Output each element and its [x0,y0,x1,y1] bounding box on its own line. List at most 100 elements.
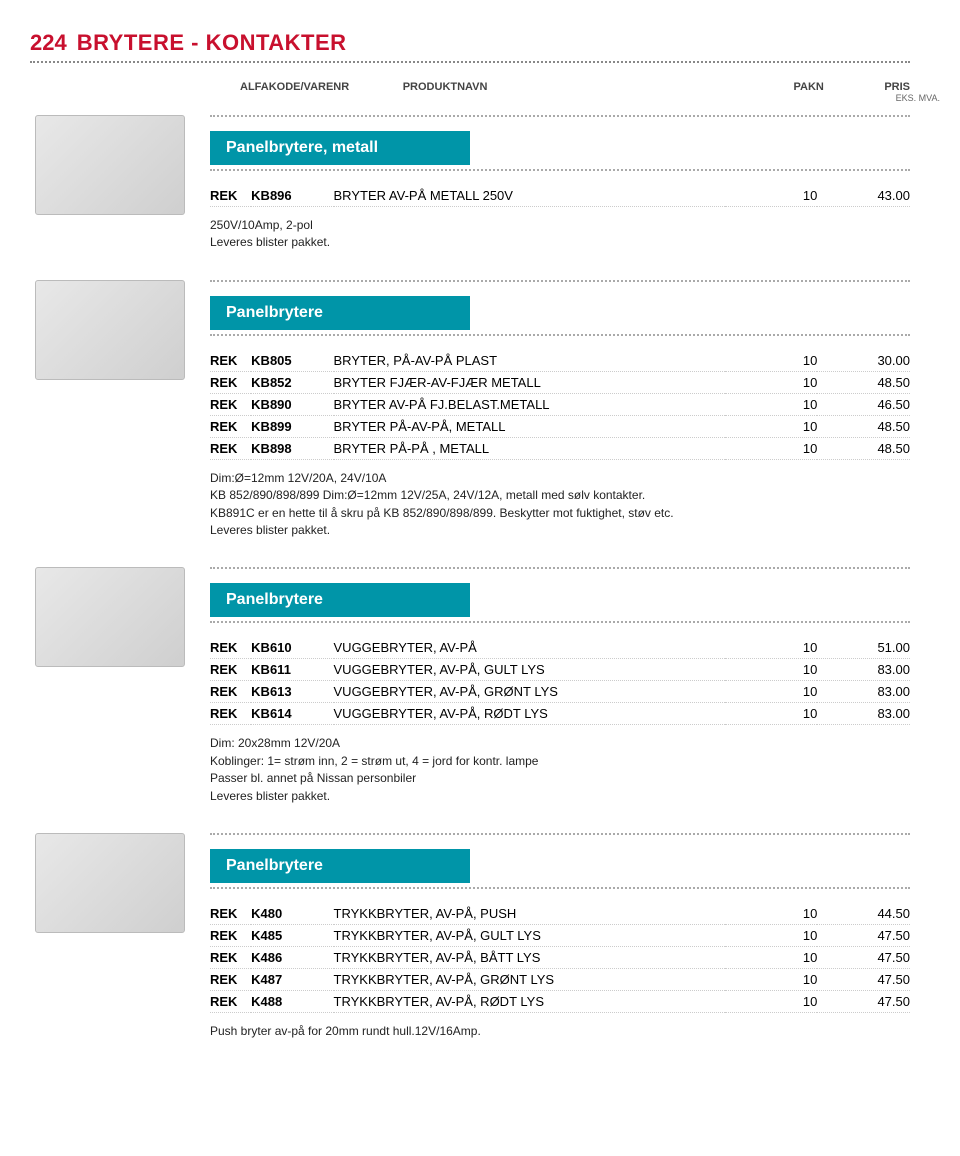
section: PanelbrytereREKKB805BRYTER, PÅ-AV-PÅ PLA… [30,280,910,540]
table-row: REKKB899BRYTER PÅ-AV-PÅ, METALL1048.50 [210,415,910,437]
thumbnail-placeholder [35,280,185,380]
cell-rek: REK [210,681,251,703]
table-row: REKKB890BRYTER AV-PÅ FJ.BELAST.METALL104… [210,393,910,415]
cell-code: KB610 [251,637,333,659]
cell-pakn: 10 [725,924,818,946]
section-content: Panelbrytere REKK480TRYKKBRYTER, AV-PÅ, P… [210,833,910,1040]
cell-code: KB896 [251,185,333,207]
table-row: REKK480TRYKKBRYTER, AV-PÅ, PUSH1044.50 [210,903,910,925]
table-row: REKK486TRYKKBRYTER, AV-PÅ, BÅTT LYS1047.… [210,946,910,968]
cell-pakn: 10 [725,415,818,437]
cell-pris: 47.50 [817,968,910,990]
page-number: 224 [30,30,67,56]
header-dotline [30,61,910,63]
section-description: Dim: 20x28mm 12V/20A Koblinger: 1= strøm… [210,735,910,805]
cell-rek: REK [210,415,251,437]
cell-desc: VUGGEBRYTER, AV-PÅ, GULT LYS [334,659,725,681]
cell-rek: REK [210,371,251,393]
cell-code: KB611 [251,659,333,681]
cell-pakn: 10 [725,350,818,372]
cell-desc: BRYTER FJÆR-AV-FJÆR METALL [334,371,725,393]
cell-code: KB613 [251,681,333,703]
cell-rek: REK [210,637,251,659]
product-table: REKKB805BRYTER, PÅ-AV-PÅ PLAST1030.00REK… [210,350,910,460]
table-row: REKKB898BRYTER PÅ-PÅ , METALL1048.50 [210,437,910,459]
cell-code: KB614 [251,703,333,725]
section-band: Panelbrytere, metall [210,131,470,165]
section-band: Panelbrytere [210,849,470,883]
cell-pakn: 10 [725,990,818,1012]
section-content: PanelbrytereREKKB805BRYTER, PÅ-AV-PÅ PLA… [210,280,910,540]
cell-rek: REK [210,393,251,415]
col-pris: PRIS [824,81,910,93]
product-thumbnail [30,567,210,805]
table-row: REKKB610VUGGEBRYTER, AV-PÅ1051.00 [210,637,910,659]
section: PanelbrytereREKKB610VUGGEBRYTER, AV-PÅ10… [30,567,910,805]
cell-rek: REK [210,903,251,925]
cell-pris: 83.00 [817,681,910,703]
section-description: Push bryter av-på for 20mm rundt hull.12… [210,1023,910,1040]
cell-pris: 46.50 [817,393,910,415]
cell-desc: BRYTER PÅ-AV-PÅ, METALL [334,415,725,437]
section-content: Panelbrytere, metallREKKB896BRYTER AV-PÅ… [210,115,910,252]
cell-desc: VUGGEBRYTER, AV-PÅ, GRØNT LYS [334,681,725,703]
table-row: REKK485TRYKKBRYTER, AV-PÅ, GULT LYS1047.… [210,924,910,946]
cell-code: K488 [251,990,333,1012]
cell-pakn: 10 [725,946,818,968]
dotline [210,567,910,569]
cell-rek: REK [210,659,251,681]
cell-pakn: 10 [725,968,818,990]
cell-code: KB852 [251,371,333,393]
table-row: REKKB614VUGGEBRYTER, AV-PÅ, RØDT LYS1083… [210,703,910,725]
cell-pris: 30.00 [817,350,910,372]
table-row: REKKB852BRYTER FJÆR-AV-FJÆR METALL1048.5… [210,371,910,393]
cell-pakn: 10 [725,393,818,415]
dotline [210,621,910,623]
dotline [210,169,910,171]
cell-rek: REK [210,990,251,1012]
table-row: REKKB611VUGGEBRYTER, AV-PÅ, GULT LYS1083… [210,659,910,681]
cell-desc: BRYTER AV-PÅ METALL 250V [334,185,725,207]
cell-code: K487 [251,968,333,990]
section-content: PanelbrytereREKKB610VUGGEBRYTER, AV-PÅ10… [210,567,910,805]
cell-pris: 44.50 [817,903,910,925]
cell-code: KB890 [251,393,333,415]
cell-pakn: 10 [725,437,818,459]
cell-rek: REK [210,350,251,372]
cell-pakn: 10 [725,185,818,207]
cell-code: K485 [251,924,333,946]
page-title: BRYTERE - KONTAKTER [77,30,347,56]
product-thumbnail [30,115,210,252]
column-headers: ALFAKODE/VARENR PRODUKTNAVN PAKN PRIS [240,81,910,93]
cell-pris: 47.50 [817,946,910,968]
cell-pris: 48.50 [817,437,910,459]
dotline [210,833,910,835]
cell-code: K480 [251,903,333,925]
cell-desc: BRYTER PÅ-PÅ , METALL [334,437,725,459]
cell-rek: REK [210,968,251,990]
table-row: REKKB805BRYTER, PÅ-AV-PÅ PLAST1030.00 [210,350,910,372]
cell-code: KB805 [251,350,333,372]
cell-code: K486 [251,946,333,968]
cell-desc: VUGGEBRYTER, AV-PÅ [334,637,725,659]
col-prod: PRODUKTNAVN [403,81,719,93]
dotline [210,115,910,117]
cell-rek: REK [210,703,251,725]
cell-desc: TRYKKBRYTER, AV-PÅ, GULT LYS [334,924,725,946]
col-alfa: ALFAKODE/VARENR [240,81,403,93]
section-description: Dim:Ø=12mm 12V/20A, 24V/10A KB 852/890/8… [210,470,910,540]
cell-pris: 47.50 [817,990,910,1012]
page-header: 224 BRYTERE - KONTAKTER [30,30,910,56]
table-row: REKK488TRYKKBRYTER, AV-PÅ, RØDT LYS1047.… [210,990,910,1012]
pris-note: EKS. MVA. [240,93,940,103]
cell-pris: 43.00 [817,185,910,207]
cell-rek: REK [210,946,251,968]
dotline [210,334,910,336]
section: Panelbrytere REKK480TRYKKBRYTER, AV-PÅ, P… [30,833,910,1040]
dotline [210,887,910,889]
dotline [210,280,910,282]
cell-pris: 51.00 [817,637,910,659]
cell-code: KB898 [251,437,333,459]
product-thumbnail [30,833,210,1040]
cell-pakn: 10 [725,903,818,925]
